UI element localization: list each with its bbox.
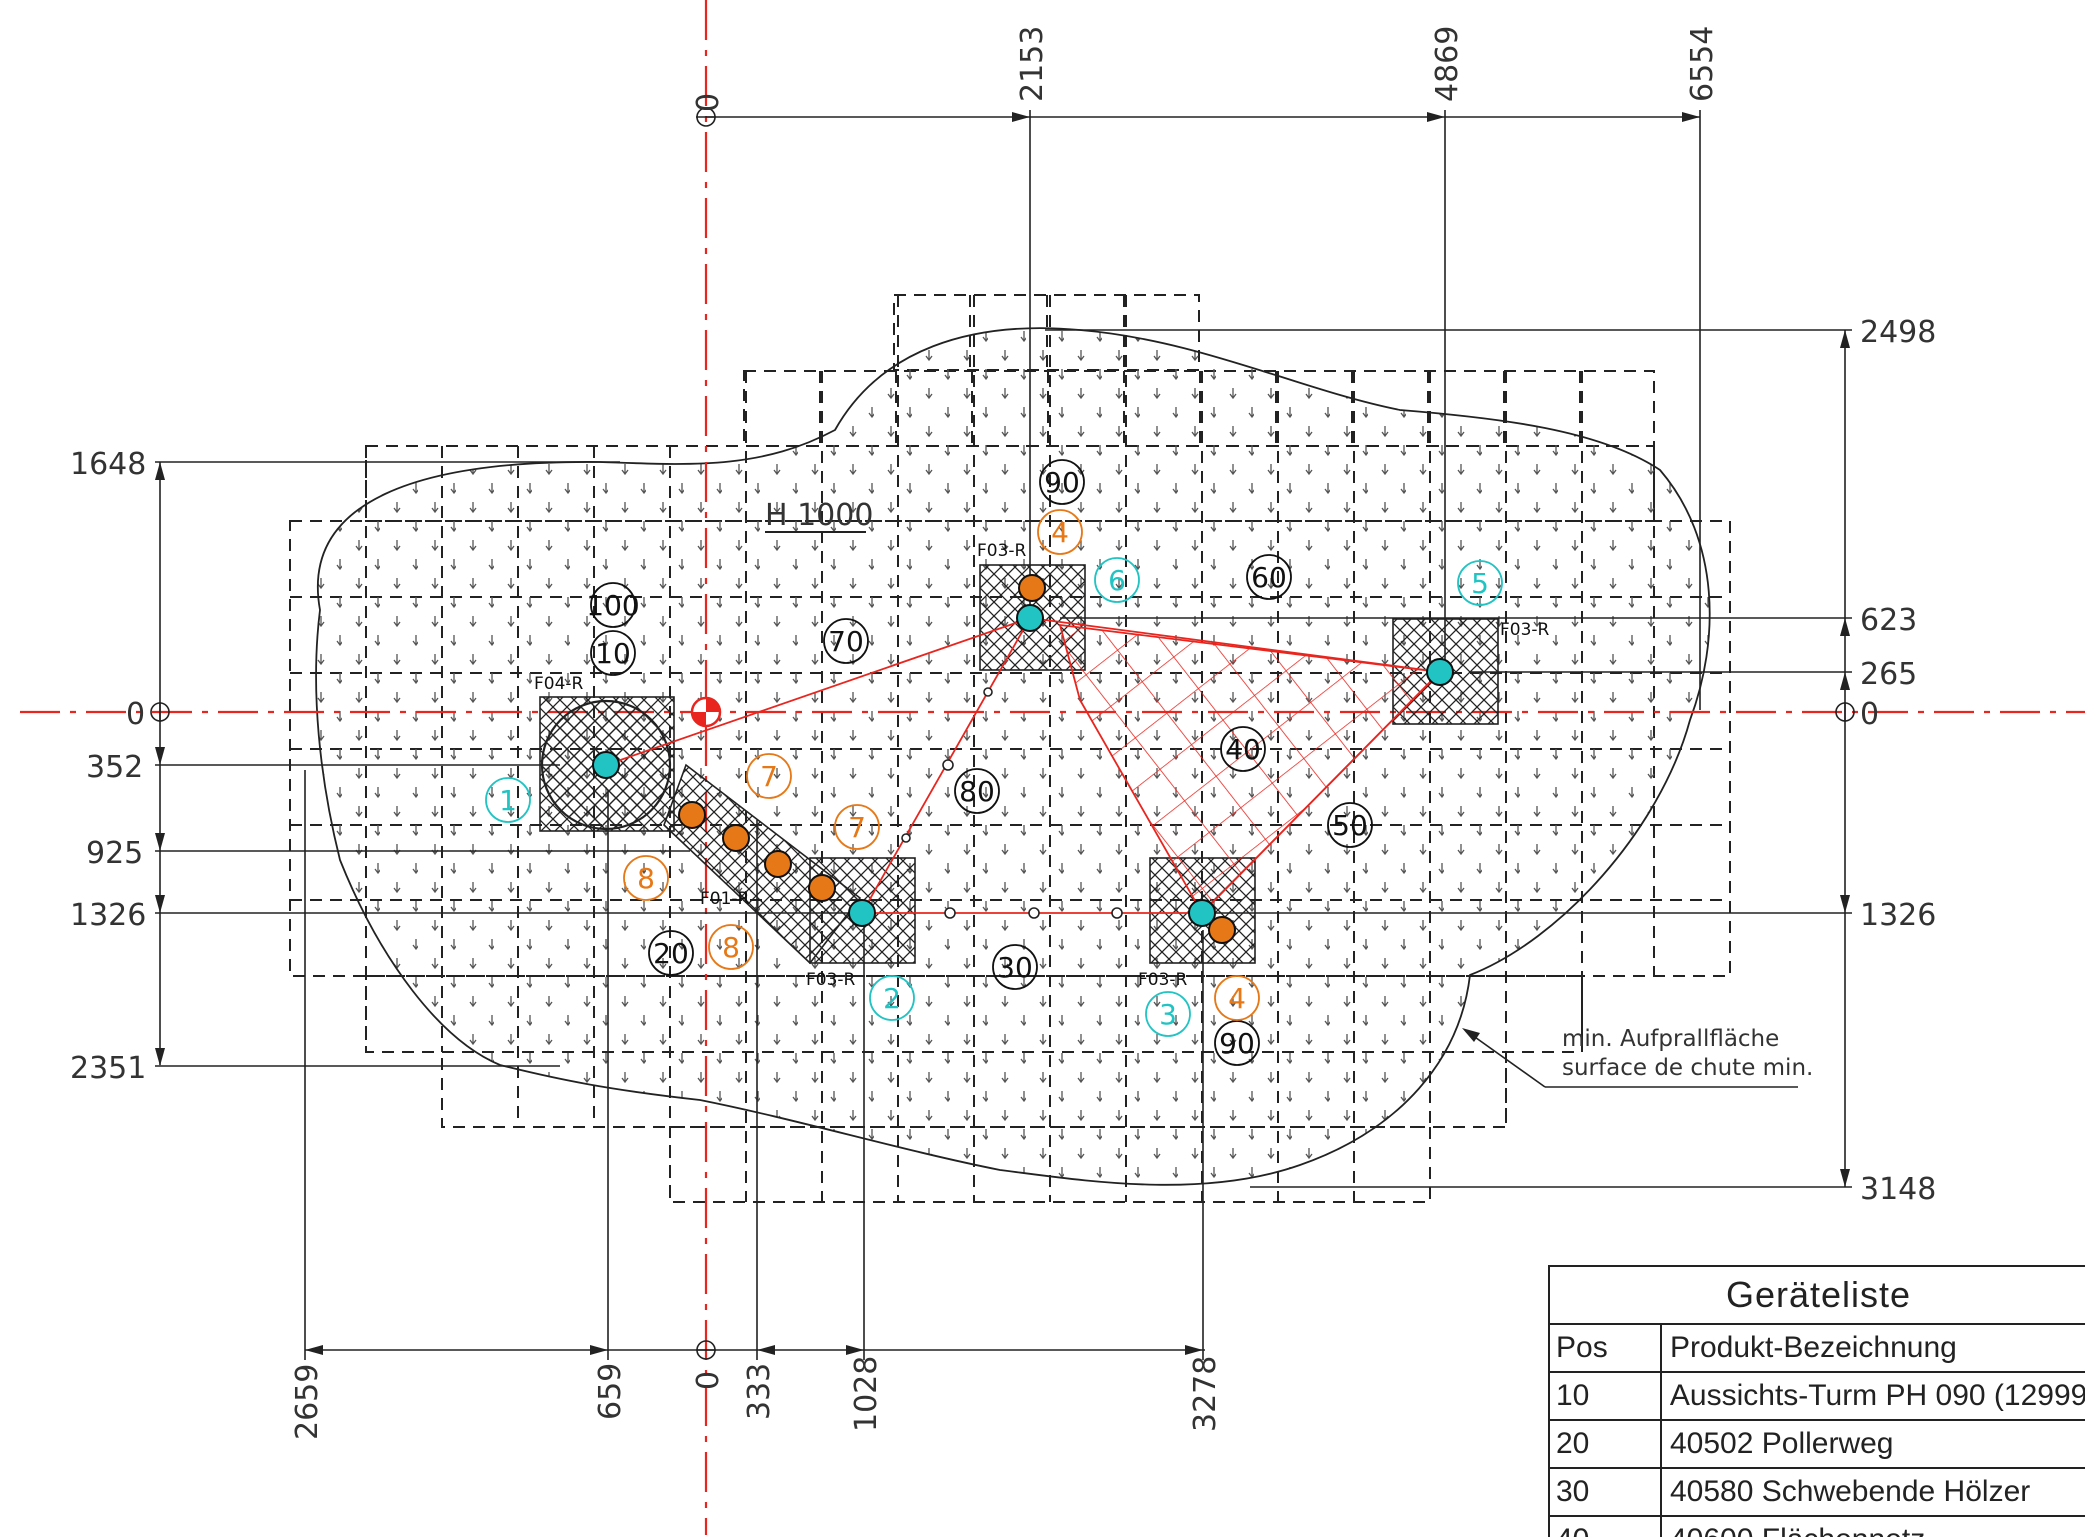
- tag-f01: F01-R: [700, 889, 750, 909]
- row-pos: 30: [1550, 1469, 1662, 1515]
- tag-f03-right: F03-R: [1500, 620, 1550, 640]
- callout-40: 40: [1225, 733, 1261, 766]
- dim-right-3148: 3148: [1860, 1172, 1936, 1207]
- callout-90-bottom: 90: [1219, 1027, 1255, 1060]
- callout-orange-8-left: 8: [637, 862, 655, 895]
- dimension-lines: [155, 110, 1852, 1360]
- callout-cyan-3: 3: [1159, 998, 1177, 1031]
- row-name: Aussichts-Turm PH 090 (12999: [1669, 1379, 2085, 1412]
- table-row: 30 40580 Schwebende Hölzer: [1550, 1469, 2085, 1517]
- dim-bottom-659: 659: [593, 1363, 628, 1420]
- dim-right-623: 623: [1860, 603, 1917, 638]
- equipment-list-title: Geräteliste: [1550, 1267, 2085, 1325]
- dim-bottom-2659: 2659: [290, 1364, 325, 1440]
- foundation-f01-strip: [663, 763, 862, 965]
- dim-top-4869: 4869: [1430, 26, 1465, 102]
- row-name: 40580 Schwebende Hölzer: [1670, 1475, 2031, 1508]
- callout-10: 10: [595, 637, 631, 670]
- dim-bottom-1028: 1028: [849, 1356, 884, 1432]
- callout-cyan-2: 2: [883, 982, 901, 1015]
- origin-markers: [150, 107, 1855, 1360]
- callout-cyan-5: 5: [1471, 567, 1489, 600]
- dim-bottom-0: 0: [691, 1371, 726, 1390]
- dim-right-0: 0: [1860, 697, 1879, 732]
- dim-top-6554: 6554: [1685, 26, 1720, 102]
- callout-orange-8-right: 8: [722, 931, 740, 964]
- callout-orange-7-left: 7: [760, 760, 778, 793]
- impact-area-outline: [315, 327, 1711, 1186]
- row-pos: 20: [1550, 1421, 1662, 1467]
- dim-bottom-3278: 3278: [1188, 1356, 1223, 1432]
- callout-orange-4-top: 4: [1051, 516, 1069, 549]
- callout-100: 100: [586, 589, 639, 622]
- table-row: 40 40600 Flächennetz: [1550, 1517, 2085, 1537]
- post-markers-orange: [678, 574, 1236, 944]
- dim-right-265: 265: [1860, 657, 1917, 692]
- dim-left-1326: 1326: [70, 898, 146, 933]
- black-callouts: [590, 459, 1373, 1066]
- callout-60: 60: [1251, 561, 1287, 594]
- callout-20: 20: [653, 937, 689, 970]
- dim-top-0: 0: [691, 93, 726, 112]
- orange-callouts: [623, 509, 1260, 1021]
- impact-area-leader: [1464, 1029, 1798, 1088]
- impact-area-leader-arrowhead: [1462, 1028, 1480, 1042]
- note-line-1: min. Aufprallfläche: [1562, 1026, 1779, 1052]
- dim-left-352: 352: [86, 750, 143, 785]
- dim-right-2498: 2498: [1860, 315, 1936, 350]
- equipment-list-table: Geräteliste Pos Produkt-Bezeichnung 10 A…: [1548, 1265, 2085, 1537]
- height-label: H 1000: [765, 498, 873, 533]
- callout-80: 80: [959, 775, 995, 808]
- tag-f04: F04-R: [534, 674, 584, 694]
- dim-bottom-333: 333: [742, 1363, 777, 1420]
- dimension-arrowheads: [155, 112, 1850, 1355]
- callout-70: 70: [828, 625, 864, 658]
- callout-50: 50: [1332, 809, 1368, 842]
- post-markers-cyan: [592, 604, 1454, 927]
- dim-left-1648: 1648: [70, 447, 146, 482]
- callout-orange-4-bottom: 4: [1228, 982, 1246, 1015]
- dim-left-925: 925: [86, 836, 143, 871]
- table-row: 10 Aussichts-Turm PH 090 (12999: [1550, 1373, 2085, 1421]
- dim-left-0: 0: [126, 697, 145, 732]
- net-anchor-points: [901, 687, 1123, 919]
- callout-cyan-1: 1: [499, 784, 517, 817]
- tag-f03-bottom: F03-R: [1138, 970, 1188, 990]
- equipment-list-header: Pos Produkt-Bezeichnung: [1550, 1325, 2085, 1373]
- dim-top-2153: 2153: [1015, 26, 1050, 102]
- row-pos: 10: [1550, 1373, 1662, 1419]
- callout-cyan-6: 6: [1108, 564, 1126, 597]
- dim-right-1326: 1326: [1860, 898, 1936, 933]
- row-name: 40600 Flächennetz: [1662, 1517, 1925, 1537]
- callout-90-top: 90: [1044, 466, 1080, 499]
- note-line-2: surface de chute min.: [1562, 1055, 1813, 1081]
- tag-f03-mid: F03-R: [806, 970, 856, 990]
- cyan-callouts: [485, 557, 1503, 1037]
- header-name: Produkt-Bezeichnung: [1670, 1331, 1957, 1364]
- table-row: 20 40502 Pollerweg: [1550, 1421, 2085, 1469]
- dim-left-2351: 2351: [70, 1051, 146, 1086]
- origin-reference-marker: [690, 696, 722, 728]
- header-pos: Pos: [1550, 1325, 1662, 1371]
- row-pos: 40: [1550, 1517, 1662, 1537]
- tag-f03-top: F03-R: [977, 541, 1027, 561]
- row-name: 40502 Pollerweg: [1670, 1427, 1894, 1460]
- callout-orange-7-right: 7: [848, 811, 866, 844]
- callout-30: 30: [997, 951, 1033, 984]
